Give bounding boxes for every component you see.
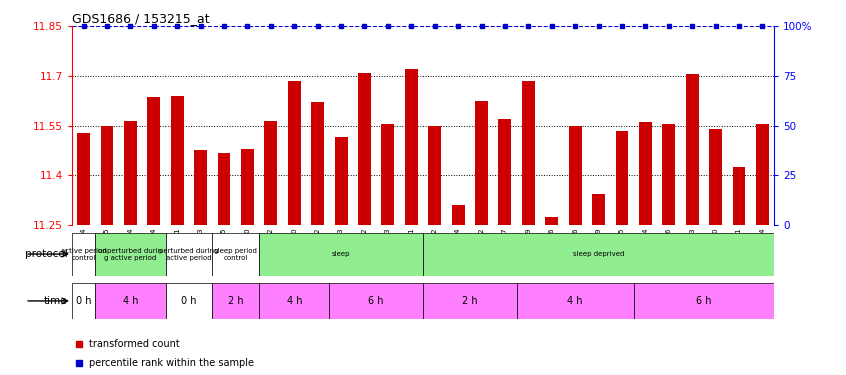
Bar (259, 232, 423, 276)
Bar (335, 137, 348, 225)
Text: sleep period
control: sleep period control (214, 248, 257, 261)
Bar (288, 81, 300, 225)
Text: perturbed during
active period: perturbed during active period (159, 248, 218, 261)
Bar (452, 205, 464, 225)
Bar (96, 232, 166, 276)
Bar (147, 98, 160, 225)
Bar (423, 232, 774, 276)
Bar (96, 283, 166, 319)
Bar (265, 121, 277, 225)
Text: percentile rank within the sample: percentile rank within the sample (90, 358, 255, 368)
Text: 2 h: 2 h (462, 296, 478, 306)
Text: 0 h: 0 h (76, 296, 91, 306)
Bar (311, 102, 324, 225)
Text: sleep: sleep (332, 251, 350, 257)
Bar (72, 283, 96, 319)
Text: sleep deprived: sleep deprived (573, 251, 624, 257)
Bar (569, 126, 581, 225)
Bar (423, 283, 517, 319)
Text: time: time (44, 296, 68, 306)
Bar (756, 124, 769, 225)
Bar (639, 122, 651, 225)
Bar (241, 150, 254, 225)
Bar (171, 96, 184, 225)
Text: unperturbed durin
g active period: unperturbed durin g active period (98, 248, 162, 261)
Text: 0 h: 0 h (181, 296, 196, 306)
Bar (72, 232, 96, 276)
Bar (634, 283, 774, 319)
Bar (212, 232, 259, 276)
Bar (405, 69, 418, 225)
Bar (166, 232, 212, 276)
Bar (709, 129, 722, 225)
Text: 4 h: 4 h (568, 296, 583, 306)
Bar (124, 121, 137, 225)
Text: 4 h: 4 h (123, 296, 138, 306)
Bar (733, 167, 745, 225)
Bar (686, 74, 699, 225)
Bar (616, 130, 629, 225)
Text: protocol: protocol (25, 249, 68, 259)
Bar (166, 283, 212, 319)
Text: 6 h: 6 h (696, 296, 711, 306)
Bar (195, 150, 207, 225)
Bar (517, 283, 634, 319)
Text: 6 h: 6 h (369, 296, 384, 306)
Bar (217, 153, 230, 225)
Text: 4 h: 4 h (287, 296, 302, 306)
Text: active period
control: active period control (61, 248, 107, 261)
Text: 2 h: 2 h (228, 296, 244, 306)
Bar (329, 283, 423, 319)
Bar (212, 283, 259, 319)
Bar (77, 133, 90, 225)
Bar (662, 124, 675, 225)
Text: GDS1686 / 153215_at: GDS1686 / 153215_at (72, 12, 210, 25)
Bar (592, 194, 605, 225)
Bar (498, 119, 511, 225)
Bar (358, 73, 371, 225)
Bar (522, 81, 535, 225)
Bar (428, 126, 441, 225)
Bar (382, 124, 394, 225)
Bar (546, 217, 558, 225)
Text: transformed count: transformed count (90, 339, 180, 349)
Bar (101, 126, 113, 225)
Bar (475, 101, 488, 225)
Bar (259, 283, 329, 319)
